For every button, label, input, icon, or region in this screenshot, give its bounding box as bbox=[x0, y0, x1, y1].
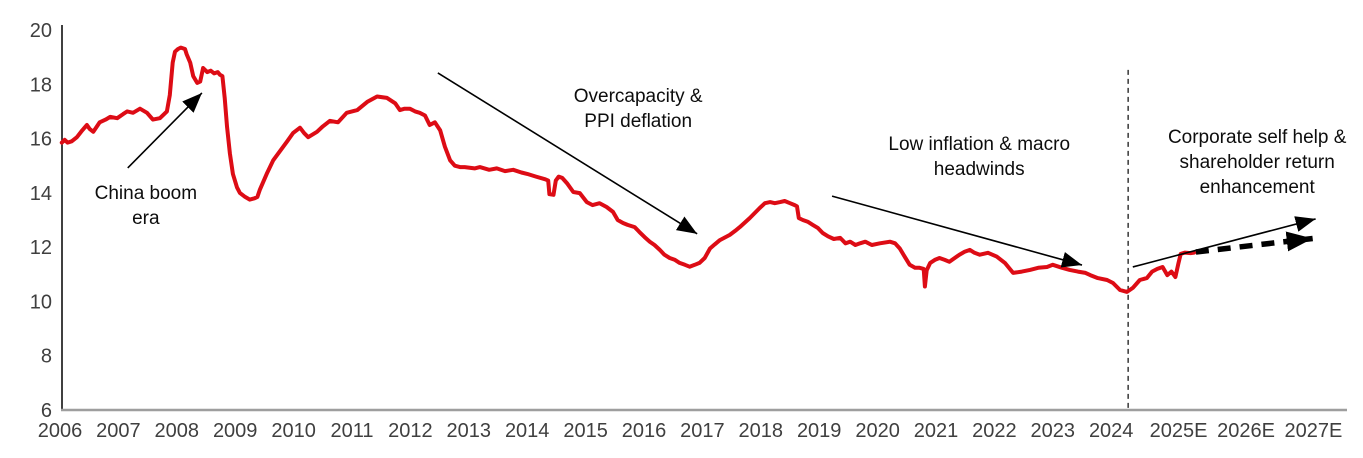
annotation-text-line: Overcapacity & bbox=[573, 86, 703, 107]
x-tick-label-2017: 2017 bbox=[680, 420, 725, 442]
x-tick-label-2023: 2023 bbox=[1031, 420, 1076, 442]
x-tick-label-2020: 2020 bbox=[855, 420, 900, 442]
x-tick-label-2021: 2021 bbox=[914, 420, 959, 442]
x-tick-label-2010: 2010 bbox=[271, 420, 316, 442]
y-tick-label-10: 10 bbox=[30, 291, 52, 313]
y-tick-label-18: 18 bbox=[30, 74, 52, 96]
annotation-text-line: era bbox=[132, 207, 160, 229]
annotation-arrow-china-boom-era bbox=[127, 92, 203, 169]
annotation-text-line: Corporate self help & bbox=[1167, 127, 1347, 148]
data-series-line bbox=[59, 45, 1197, 294]
annotation-low-inflation-macro-headwinds: Low inflation & macro headwinds bbox=[888, 132, 1070, 182]
x-tick-label-2011: 2011 bbox=[330, 420, 373, 442]
x-tick-label-2018: 2018 bbox=[739, 420, 784, 442]
x-tick-label-2024: 2024 bbox=[1089, 420, 1134, 442]
annotation-china-boom-era: China boom era bbox=[95, 181, 197, 231]
x-tick-label-2026E: 2026E bbox=[1217, 420, 1275, 442]
x-tick-label-2013: 2013 bbox=[447, 420, 492, 442]
y-tick-label-12: 12 bbox=[30, 237, 52, 259]
y-tick-label-16: 16 bbox=[30, 129, 52, 151]
x-tick-label-2019: 2019 bbox=[797, 420, 842, 442]
x-tick-label-2027E: 2027E bbox=[1284, 420, 1342, 442]
annotation-arrow-low-inflation-macro-headwinds bbox=[831, 195, 1083, 268]
annotation-text-line: China boom bbox=[94, 182, 198, 204]
annotation-corporate-self-help: Corporate self help & shareholder return… bbox=[1168, 125, 1347, 200]
x-tick-label-2012: 2012 bbox=[388, 420, 433, 442]
y-tick-label-6: 6 bbox=[41, 400, 52, 422]
x-tick-label-2015: 2015 bbox=[563, 420, 608, 442]
annotation-text-line: enhancement bbox=[1199, 177, 1315, 198]
annotation-overcapacity-ppi-deflation: Overcapacity & PPI deflation bbox=[574, 84, 703, 134]
x-tick-label-2022: 2022 bbox=[972, 420, 1017, 442]
x-tick-label-2008: 2008 bbox=[155, 420, 200, 442]
y-tick-label-20: 20 bbox=[30, 20, 52, 42]
annotation-arrow-corporate-self-help bbox=[1132, 216, 1316, 268]
x-tick-label-2014: 2014 bbox=[505, 420, 550, 442]
annotation-text-line: PPI deflation bbox=[584, 111, 693, 132]
annotation-text-line: headwinds bbox=[933, 158, 1025, 180]
x-tick-label-2016: 2016 bbox=[622, 420, 667, 442]
y-tick-label-8: 8 bbox=[41, 346, 52, 368]
x-tick-label-2007: 2007 bbox=[96, 420, 141, 442]
projection-dashed-arrow bbox=[1195, 231, 1313, 255]
x-tick-label-2025E: 2025E bbox=[1150, 420, 1208, 442]
annotation-text-line: shareholder return bbox=[1179, 152, 1335, 173]
x-tick-label-2006: 2006 bbox=[38, 420, 83, 442]
annotation-arrow-overcapacity-ppi-deflation bbox=[437, 72, 698, 235]
y-tick-label-14: 14 bbox=[30, 183, 52, 205]
x-tick-label-2009: 2009 bbox=[213, 420, 258, 442]
annotation-text-line: Low inflation & macro bbox=[888, 133, 1071, 155]
